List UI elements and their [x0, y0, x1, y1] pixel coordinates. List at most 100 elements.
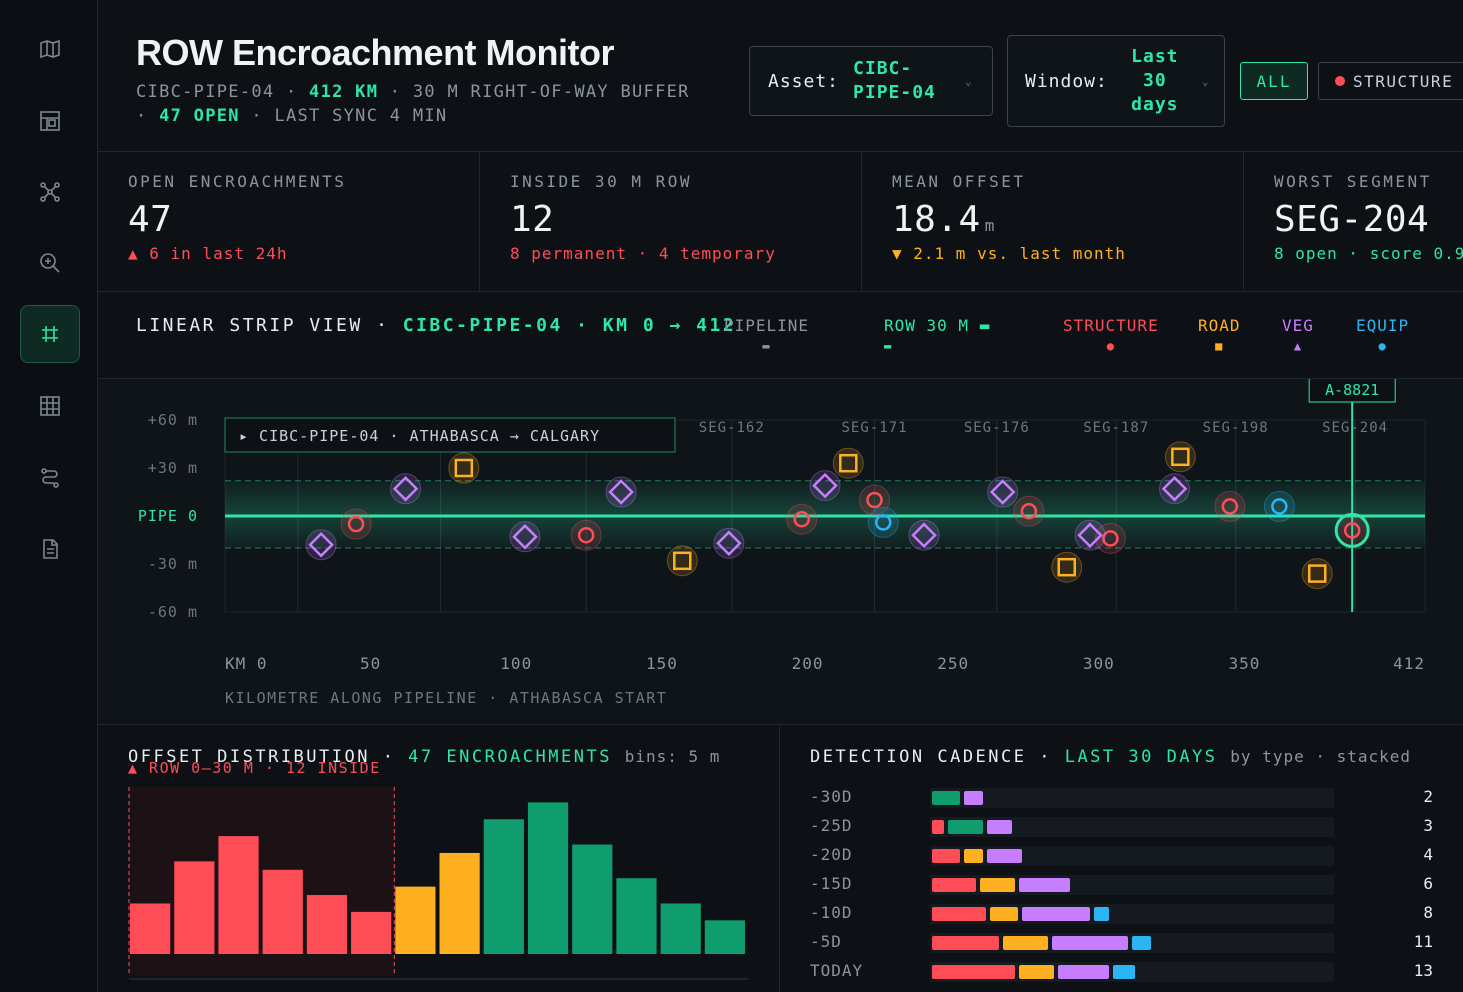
point-halo: [305, 529, 337, 561]
equip-point: [1263, 490, 1295, 522]
cadence-bar-segment: [1022, 907, 1090, 921]
sidebar-item-report[interactable]: [20, 520, 80, 578]
page-subtitle: CIBC-PIPE-04 · 412 KM · 30 M RIGHT-OF-WA…: [136, 80, 696, 128]
cadence-bar-segment: [1019, 878, 1071, 892]
strip-chart[interactable]: SEG-141SEG-148SEG-155SEG-162SEG-171SEG-1…: [98, 292, 1463, 725]
cadence-bar-track: [930, 875, 1334, 895]
point-mark: [875, 514, 892, 531]
y-tick-label: -60 m: [148, 603, 198, 621]
header: ROW Encroachment Monitor CIBC-PIPE-04 · …: [98, 0, 1463, 152]
sidebar-item-route[interactable]: [20, 449, 80, 507]
filter-structure-button[interactable]: STRUCTURE: [1318, 62, 1463, 100]
point-halo: [859, 484, 891, 516]
road-point: [448, 452, 480, 484]
veg-point: [390, 473, 422, 505]
histogram-bar: [395, 886, 436, 954]
legend-row[interactable]: ROW 30 M ▬ ▬: [884, 316, 990, 356]
kpi-inside-row[interactable]: INSIDE 30 M ROW 12 8 permanent · 4 tempo…: [480, 152, 862, 292]
point-halo: [1214, 490, 1246, 522]
cadence-row-count: 11: [1413, 932, 1433, 951]
histogram-bar: [439, 852, 480, 954]
legend-structure[interactable]: STRUCTURE ●: [1063, 316, 1159, 356]
cadence-bar-segment: [964, 849, 983, 863]
route-label-box: [224, 417, 676, 453]
veg-point: [605, 476, 637, 508]
cadence-bar-segment: [932, 936, 1000, 950]
cadence-bar-track: [930, 817, 1334, 837]
kpi-value: SEG-204: [1274, 199, 1463, 240]
structure-point: [1013, 495, 1045, 527]
y-tick-label: -30 m: [148, 555, 198, 573]
x-tick-label: 50: [360, 654, 381, 673]
point-mark: [793, 510, 810, 528]
legend-pipeline[interactable]: PIPELINE ▬: [724, 316, 809, 356]
structure-point: [859, 484, 891, 516]
point-halo: [605, 476, 637, 508]
x-tick-label: 412: [1393, 654, 1425, 673]
kpi-worst-segment[interactable]: WORST SEGMENT SEG-204 8 open · score 0.9: [1244, 152, 1463, 292]
cadence-row-count: 3: [1423, 816, 1433, 835]
histogram-bar: [704, 920, 745, 954]
filter-all-button[interactable]: ALL: [1240, 62, 1308, 100]
point-halo: [1334, 512, 1370, 548]
sidebar-item-strip[interactable]: [20, 305, 80, 363]
veg-point: [1074, 519, 1106, 551]
strip-title-range: CIBC-PIPE-04 · KM 0 → 412: [402, 315, 737, 336]
window-select[interactable]: Window: Last 30 days ⌄: [1007, 35, 1225, 127]
cadence-bar-track: [930, 904, 1334, 924]
point-mark: [1271, 498, 1288, 515]
veg-point: [305, 529, 337, 561]
sidebar-item-zoom[interactable]: [20, 234, 80, 292]
cadence-bar-segment: [932, 849, 961, 863]
kpi-value: 47: [128, 199, 479, 240]
offset-histogram[interactable]: [98, 725, 780, 992]
filter-structure-label: STRUCTURE: [1353, 71, 1454, 91]
point-mark: [347, 515, 365, 533]
kpi-label: MEAN OFFSET: [892, 172, 1026, 191]
map-icon: [40, 39, 60, 59]
histogram-bar: [527, 802, 569, 954]
cadence-bar-segment: [932, 820, 945, 834]
sidebar-item-map[interactable]: [20, 20, 80, 78]
point-halo: [987, 476, 1019, 508]
point-mark: [1307, 564, 1327, 583]
strip-header: LINEAR STRIP VIEW · CIBC-PIPE-04 · KM 0 …: [98, 292, 1463, 379]
point-halo: [1094, 522, 1126, 554]
sidebar-item-network[interactable]: [20, 163, 80, 221]
linear-strip-view: SEG-141SEG-148SEG-155SEG-162SEG-171SEG-1…: [98, 292, 1463, 725]
kpi-mean-offset[interactable]: MEAN OFFSET 18.4 m ▼ 2.1 m vs. last month: [862, 152, 1244, 292]
point-halo: [509, 521, 541, 553]
window-label: Window:: [1025, 70, 1108, 92]
document-icon: [43, 539, 58, 559]
segment-label: SEG-171: [842, 420, 908, 436]
legend-equip[interactable]: EQUIP ●: [1356, 316, 1409, 356]
legend-label: PIPELINE: [724, 316, 810, 335]
point-halo: [809, 470, 841, 502]
point-mark: [512, 524, 538, 550]
sidebar-item-table[interactable]: [20, 377, 80, 435]
x-tick-label: 350: [1228, 654, 1260, 673]
kpi-open-encroachments[interactable]: OPEN ENCROACHMENTS 47 ▲ 6 in last 24h: [98, 152, 480, 292]
point-mark: [454, 458, 474, 478]
sidebar-item-layout[interactable]: [20, 92, 80, 150]
kpi-note: ▼ 2.1 m vs. last month: [892, 244, 1126, 263]
kpi-label: OPEN ENCROACHMENTS: [128, 172, 347, 191]
kpi-value-number: 18.4: [892, 199, 981, 240]
subtitle-open: 47 OPEN: [159, 106, 240, 126]
cadence-bar-segment: [986, 820, 1013, 834]
sidebar: [0, 0, 98, 992]
point-halo: [713, 527, 745, 559]
point-mark: [866, 491, 883, 509]
point-halo: [1159, 473, 1191, 505]
road-point: [1051, 551, 1083, 583]
layout-icon: [40, 111, 60, 131]
histogram-bar: [572, 844, 613, 954]
x-tick-label: 250: [937, 654, 969, 673]
legend-label: EQUIP: [1356, 316, 1410, 335]
point-halo: [1013, 495, 1045, 527]
asset-select[interactable]: Asset: CIBC-PIPE-04 ⌄: [749, 46, 993, 116]
legend-road[interactable]: ROAD ■: [1198, 316, 1241, 356]
legend-veg[interactable]: VEG ▲: [1282, 316, 1314, 356]
cadence-row-count: 2: [1423, 787, 1433, 806]
cadence-bar-track: [930, 933, 1334, 953]
